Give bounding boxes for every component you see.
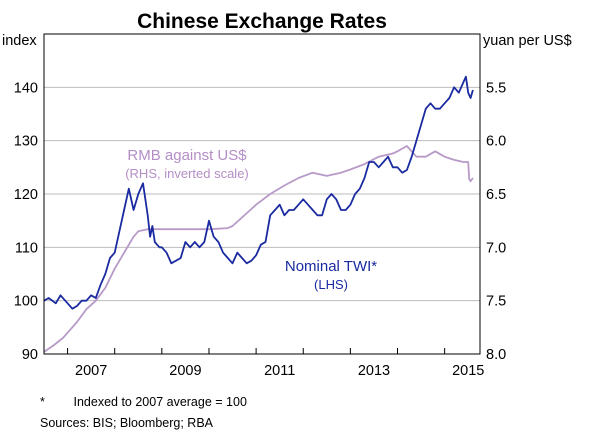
x-tick-label: 2007 <box>75 363 107 379</box>
right-axis-unit: yuan per US$ <box>483 33 572 49</box>
left-tick-label: 140 <box>14 80 38 96</box>
series-lines <box>43 75 474 353</box>
left-tick-label: 120 <box>14 187 38 203</box>
chart-title: Chinese Exchange Rates <box>137 10 387 33</box>
right-tick-label: 7.0 <box>486 240 506 256</box>
right-tick-label: 7.5 <box>486 294 506 310</box>
left-tick-label: 100 <box>14 294 38 310</box>
left-axis-unit: index <box>2 33 37 49</box>
footnote-sources: Sources: BIS; Bloomberg; RBA <box>40 416 213 430</box>
tick-labels: 90 100 110 120 130 140 5.5 6.0 6.5 7.0 7.5 8.0 2007 2… <box>14 80 506 379</box>
x-tick-label: 2013 <box>358 363 390 379</box>
right-tick-label: 5.5 <box>486 80 506 96</box>
right-tick-label: 8.0 <box>486 347 506 363</box>
left-tick-label: 90 <box>22 347 38 363</box>
x-tick-label: 2011 <box>264 363 295 379</box>
grid <box>44 86 480 302</box>
right-tick-label: 6.5 <box>486 187 506 203</box>
left-tick-label: 110 <box>15 240 38 256</box>
series-line-twi <box>43 75 474 310</box>
twi-label-line2: (LHS) <box>314 277 348 292</box>
plot-frame <box>43 33 481 355</box>
axis-ticks <box>67 348 446 354</box>
rmb-label-line2: (RHS, inverted scale) <box>125 166 249 181</box>
x-tick-label: 2009 <box>169 363 201 379</box>
twi-label-line1: Nominal TWI* <box>285 258 377 275</box>
x-tick-label: 2015 <box>452 363 484 379</box>
left-tick-label: 130 <box>14 134 38 150</box>
chart: Chinese Exchange Rates index yuan per US… <box>2 10 572 379</box>
rmb-label-line1: RMB against US$ <box>127 147 247 164</box>
series-line-rmb <box>43 145 474 353</box>
footnote-star: * <box>40 395 45 409</box>
footnote-indexed: * Indexed to 2007 average = 100 <box>40 395 247 409</box>
right-tick-label: 6.0 <box>486 134 506 150</box>
footnote-indexed-text: Indexed to 2007 average = 100 <box>73 395 247 409</box>
